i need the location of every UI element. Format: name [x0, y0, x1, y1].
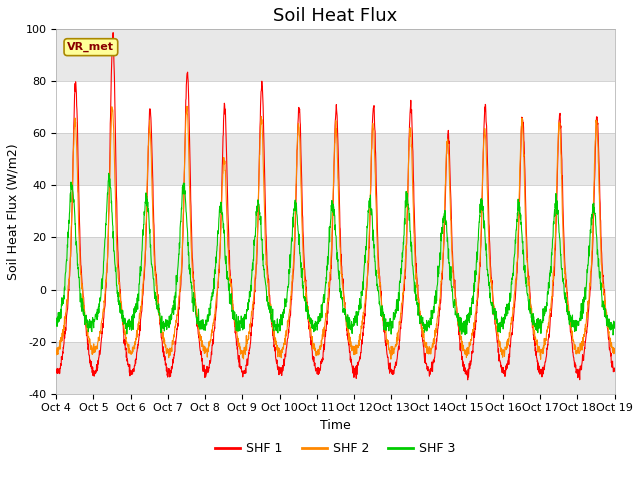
- Legend: SHF 1, SHF 2, SHF 3: SHF 1, SHF 2, SHF 3: [210, 437, 461, 460]
- X-axis label: Time: Time: [320, 419, 351, 432]
- Text: VR_met: VR_met: [67, 42, 115, 52]
- Title: Soil Heat Flux: Soil Heat Flux: [273, 7, 397, 25]
- Bar: [56, 133, 614, 185]
- Bar: [56, 29, 614, 81]
- Bar: [56, 342, 614, 394]
- Bar: [56, 238, 614, 289]
- Y-axis label: Soil Heat Flux (W/m2): Soil Heat Flux (W/m2): [7, 143, 20, 280]
